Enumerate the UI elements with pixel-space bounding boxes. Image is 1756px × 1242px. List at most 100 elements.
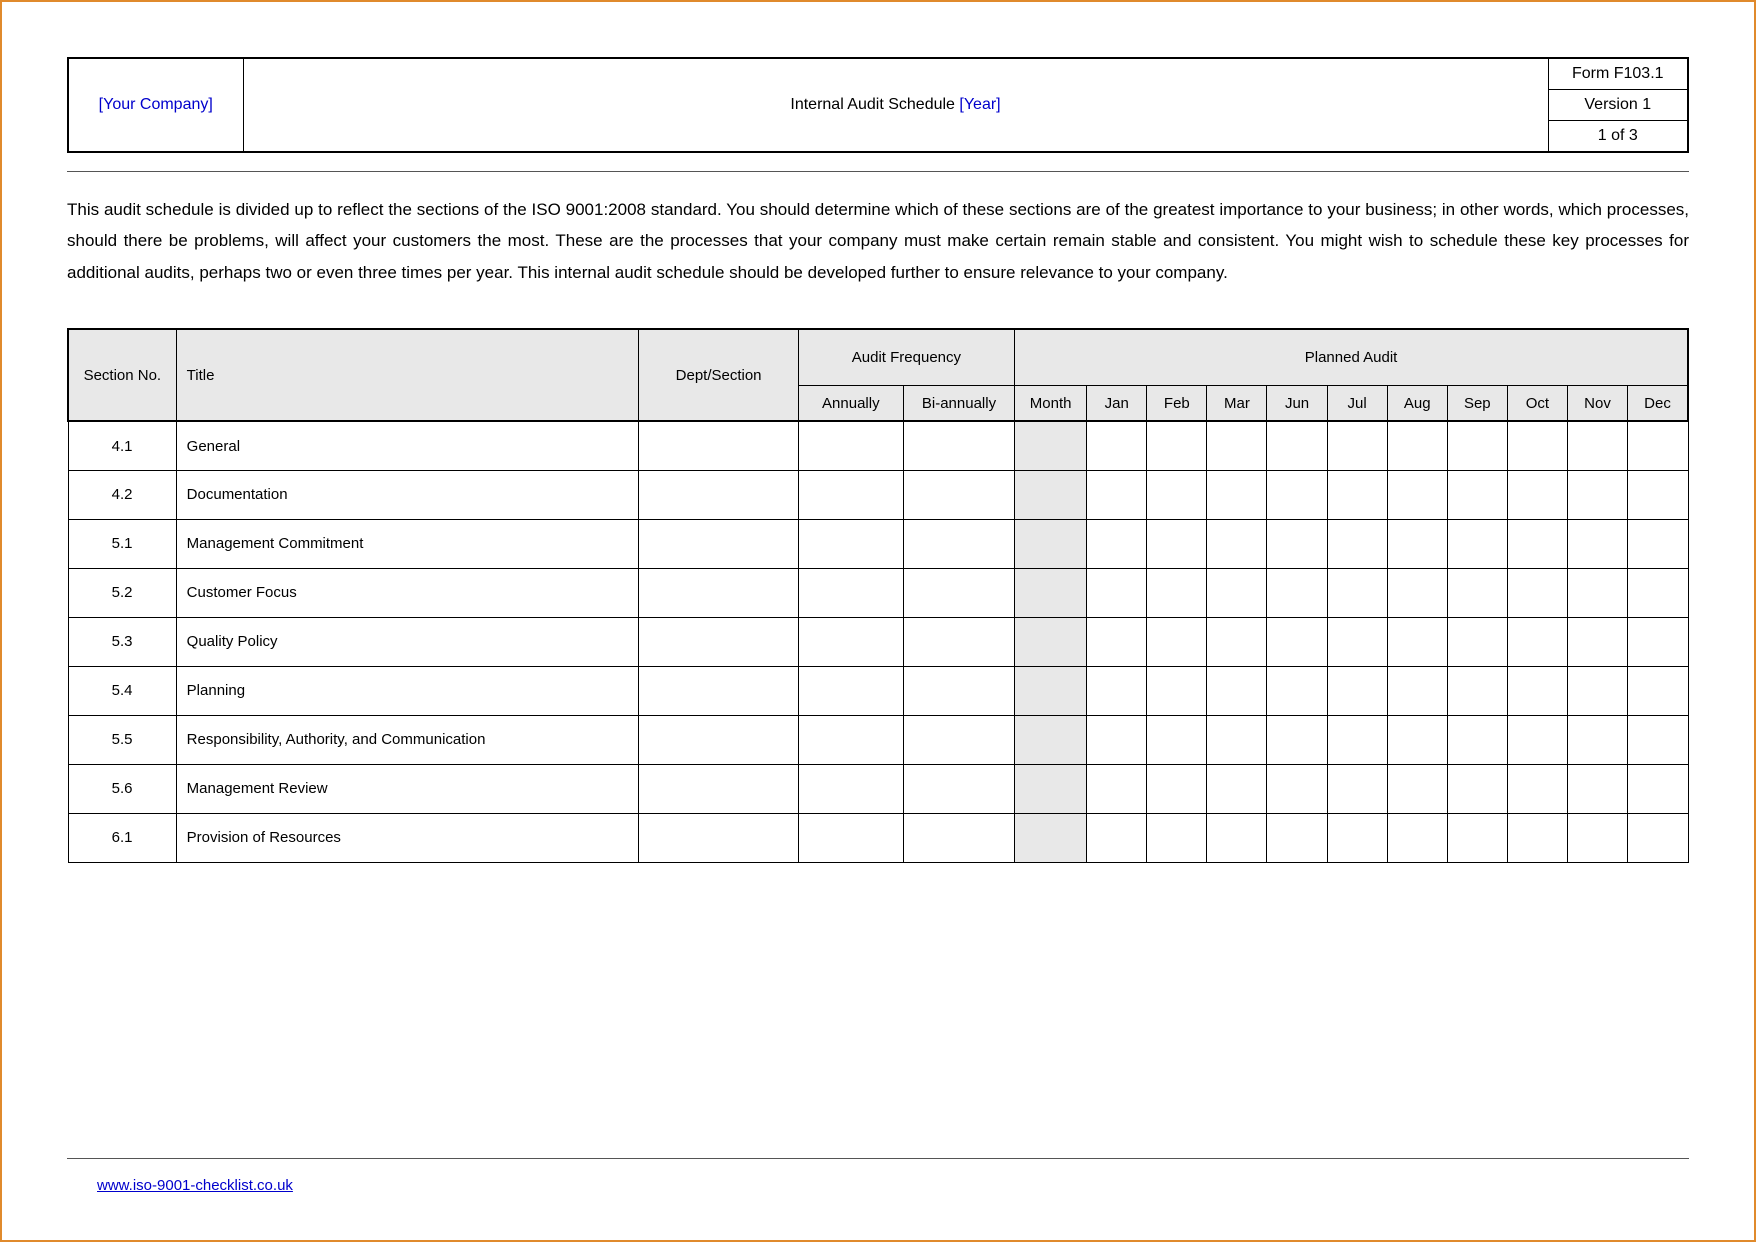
cell-month-value [1387, 764, 1447, 813]
schedule-table: Section No. Title Dept/Section Audit Fre… [67, 328, 1689, 863]
table-row: 5.4Planning [68, 666, 1688, 715]
cell-month-value [1567, 519, 1627, 568]
table-row: 5.3Quality Policy [68, 617, 1688, 666]
cell-month-value [1327, 568, 1387, 617]
cell-month [1015, 421, 1087, 470]
cell-month-value [1207, 666, 1267, 715]
cell-month-value [1087, 421, 1147, 470]
cell-bi-annually [903, 470, 1014, 519]
th-bi-annually: Bi-annually [903, 385, 1014, 421]
cell-title: Management Review [176, 764, 639, 813]
cell-month-value [1507, 813, 1567, 862]
cell-month-value [1267, 764, 1327, 813]
cell-month [1015, 764, 1087, 813]
cell-month-value [1267, 421, 1327, 470]
cell-month-value [1147, 813, 1207, 862]
cell-month-value [1207, 764, 1267, 813]
cell-month-value [1327, 617, 1387, 666]
cell-month-value [1567, 617, 1627, 666]
cell-month-value [1267, 519, 1327, 568]
th-dept: Dept/Section [639, 329, 798, 421]
cell-month-value [1327, 519, 1387, 568]
cell-month-value [1147, 421, 1207, 470]
cell-month-value [1447, 519, 1507, 568]
company-cell: [Your Company] [68, 58, 243, 152]
cell-month-value [1447, 617, 1507, 666]
table-row: 4.2Documentation [68, 470, 1688, 519]
cell-bi-annually [903, 764, 1014, 813]
cell-dept [639, 666, 798, 715]
table-row: 5.6Management Review [68, 764, 1688, 813]
cell-bi-annually [903, 421, 1014, 470]
cell-month-value [1267, 568, 1327, 617]
cell-month-value [1447, 568, 1507, 617]
table-row: 5.2Customer Focus [68, 568, 1688, 617]
cell-dept [639, 715, 798, 764]
cell-month-value [1147, 568, 1207, 617]
th-oct: Oct [1507, 385, 1567, 421]
cell-month-value [1327, 470, 1387, 519]
cell-month-value [1387, 715, 1447, 764]
cell-month [1015, 666, 1087, 715]
cell-month-value [1087, 813, 1147, 862]
cell-month-value [1327, 813, 1387, 862]
cell-section-no: 5.1 [68, 519, 176, 568]
th-mar: Mar [1207, 385, 1267, 421]
cell-annually [798, 764, 903, 813]
cell-month-value [1087, 519, 1147, 568]
th-audit-freq: Audit Frequency [798, 329, 1014, 385]
table-row: 5.5Responsibility, Authority, and Commun… [68, 715, 1688, 764]
cell-month-value [1628, 470, 1688, 519]
page-cell: 1 of 3 [1548, 121, 1688, 153]
cell-month-value [1628, 519, 1688, 568]
cell-month-value [1147, 764, 1207, 813]
cell-month-value [1087, 470, 1147, 519]
th-feb: Feb [1147, 385, 1207, 421]
cell-month-value [1087, 666, 1147, 715]
cell-title: Responsibility, Authority, and Communica… [176, 715, 639, 764]
cell-dept [639, 764, 798, 813]
cell-month-value [1147, 715, 1207, 764]
cell-annually [798, 568, 903, 617]
cell-annually [798, 470, 903, 519]
separator-top [67, 171, 1689, 172]
cell-month [1015, 617, 1087, 666]
cell-month-value [1147, 470, 1207, 519]
title-cell: Internal Audit Schedule [Year] [243, 58, 1548, 152]
th-nov: Nov [1567, 385, 1627, 421]
cell-dept [639, 568, 798, 617]
th-jul: Jul [1327, 385, 1387, 421]
schedule-thead: Section No. Title Dept/Section Audit Fre… [68, 329, 1688, 421]
cell-bi-annually [903, 519, 1014, 568]
footer-link[interactable]: www.iso-9001-checklist.co.uk [97, 1177, 293, 1194]
cell-month-value [1628, 666, 1688, 715]
cell-month-value [1507, 519, 1567, 568]
footer: www.iso-9001-checklist.co.uk [67, 1158, 1689, 1195]
cell-dept [639, 813, 798, 862]
doc-title: Internal Audit Schedule [790, 96, 955, 113]
cell-month-value [1507, 568, 1567, 617]
cell-section-no: 5.3 [68, 617, 176, 666]
cell-month-value [1567, 764, 1627, 813]
cell-dept [639, 470, 798, 519]
cell-month-value [1628, 421, 1688, 470]
cell-month-value [1628, 715, 1688, 764]
cell-month-value [1447, 470, 1507, 519]
th-aug: Aug [1387, 385, 1447, 421]
cell-month-value [1267, 715, 1327, 764]
cell-annually [798, 421, 903, 470]
table-row: 6.1Provision of Resources [68, 813, 1688, 862]
th-section-no: Section No. [68, 329, 176, 421]
cell-month-value [1447, 715, 1507, 764]
cell-section-no: 5.2 [68, 568, 176, 617]
cell-month-value [1447, 421, 1507, 470]
th-title: Title [176, 329, 639, 421]
cell-month-value [1327, 764, 1387, 813]
cell-month-value [1567, 666, 1627, 715]
th-month: Month [1015, 385, 1087, 421]
cell-month-value [1507, 715, 1567, 764]
cell-title: Customer Focus [176, 568, 639, 617]
cell-month-value [1628, 617, 1688, 666]
cell-month-value [1087, 715, 1147, 764]
th-annually: Annually [798, 385, 903, 421]
